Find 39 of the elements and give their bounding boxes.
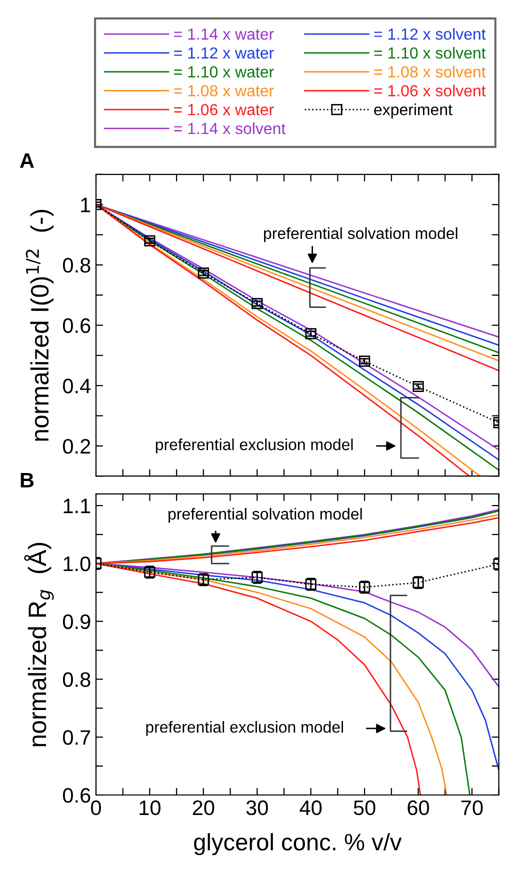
text: B: [20, 473, 34, 488]
x-tick-label: 30: [246, 800, 268, 816]
x-tick-label: 70: [461, 800, 483, 816]
x-axis-title: glycerol conc. % v/v: [194, 833, 402, 856]
legend-label: = 1.14 x solvent: [174, 122, 286, 134]
annotation: preferential solvation model: [168, 508, 362, 523]
annotation: preferential exclusion model: [156, 438, 353, 454]
y-tick-label: 0.9: [62, 614, 90, 630]
x-tick-label: 60: [408, 800, 430, 816]
legend-label: = 1.10 x solvent: [374, 46, 486, 59]
y-tick-label: 1.1: [64, 498, 90, 514]
legend-label: experiment: [374, 104, 452, 118]
legend-label: = 1.06 x solvent: [374, 84, 486, 96]
y-axis-title: normalized R$_{g}$ (Å): [24, 542, 54, 746]
x-tick-label: 0: [91, 800, 101, 816]
annotation: preferential exclusion model: [146, 721, 344, 736]
y-tick-label: 1.0: [64, 556, 90, 572]
legend-label: = 1.14 x water: [174, 28, 274, 40]
legend-label: = 1.10 x water: [174, 66, 274, 78]
legend-label: = 1.12 x solvent: [374, 28, 486, 40]
legend-label: = 1.08 x water: [174, 85, 274, 96]
legend-label: = 1.06 x water: [174, 104, 274, 116]
y-tick-label: 1: [81, 198, 90, 212]
y-axis-title: normalized I(0)$^{1/2}$ (-): [26, 210, 54, 441]
y-tick-label: 0.4: [62, 378, 91, 394]
y-tick-label: 0.6: [62, 788, 90, 803]
y-tick-label: 0.2: [62, 438, 90, 454]
y-tick-label: 0.8: [62, 672, 90, 687]
legend-label: = 1.12 x water: [174, 47, 274, 59]
legend-label: = 1.08 x solvent: [374, 66, 486, 78]
x-tick-label: 20: [192, 800, 214, 816]
annotation: preferential solvation model: [264, 227, 458, 242]
y-tick-label: 0.7: [62, 730, 90, 745]
y-tick-label: 0.6: [62, 318, 90, 334]
x-tick-label: 10: [140, 800, 160, 816]
x-tick-label: 50: [354, 800, 376, 816]
text: A: [20, 153, 34, 168]
y-tick-label: 0.8: [62, 258, 90, 273]
x-tick-label: 40: [300, 800, 322, 816]
